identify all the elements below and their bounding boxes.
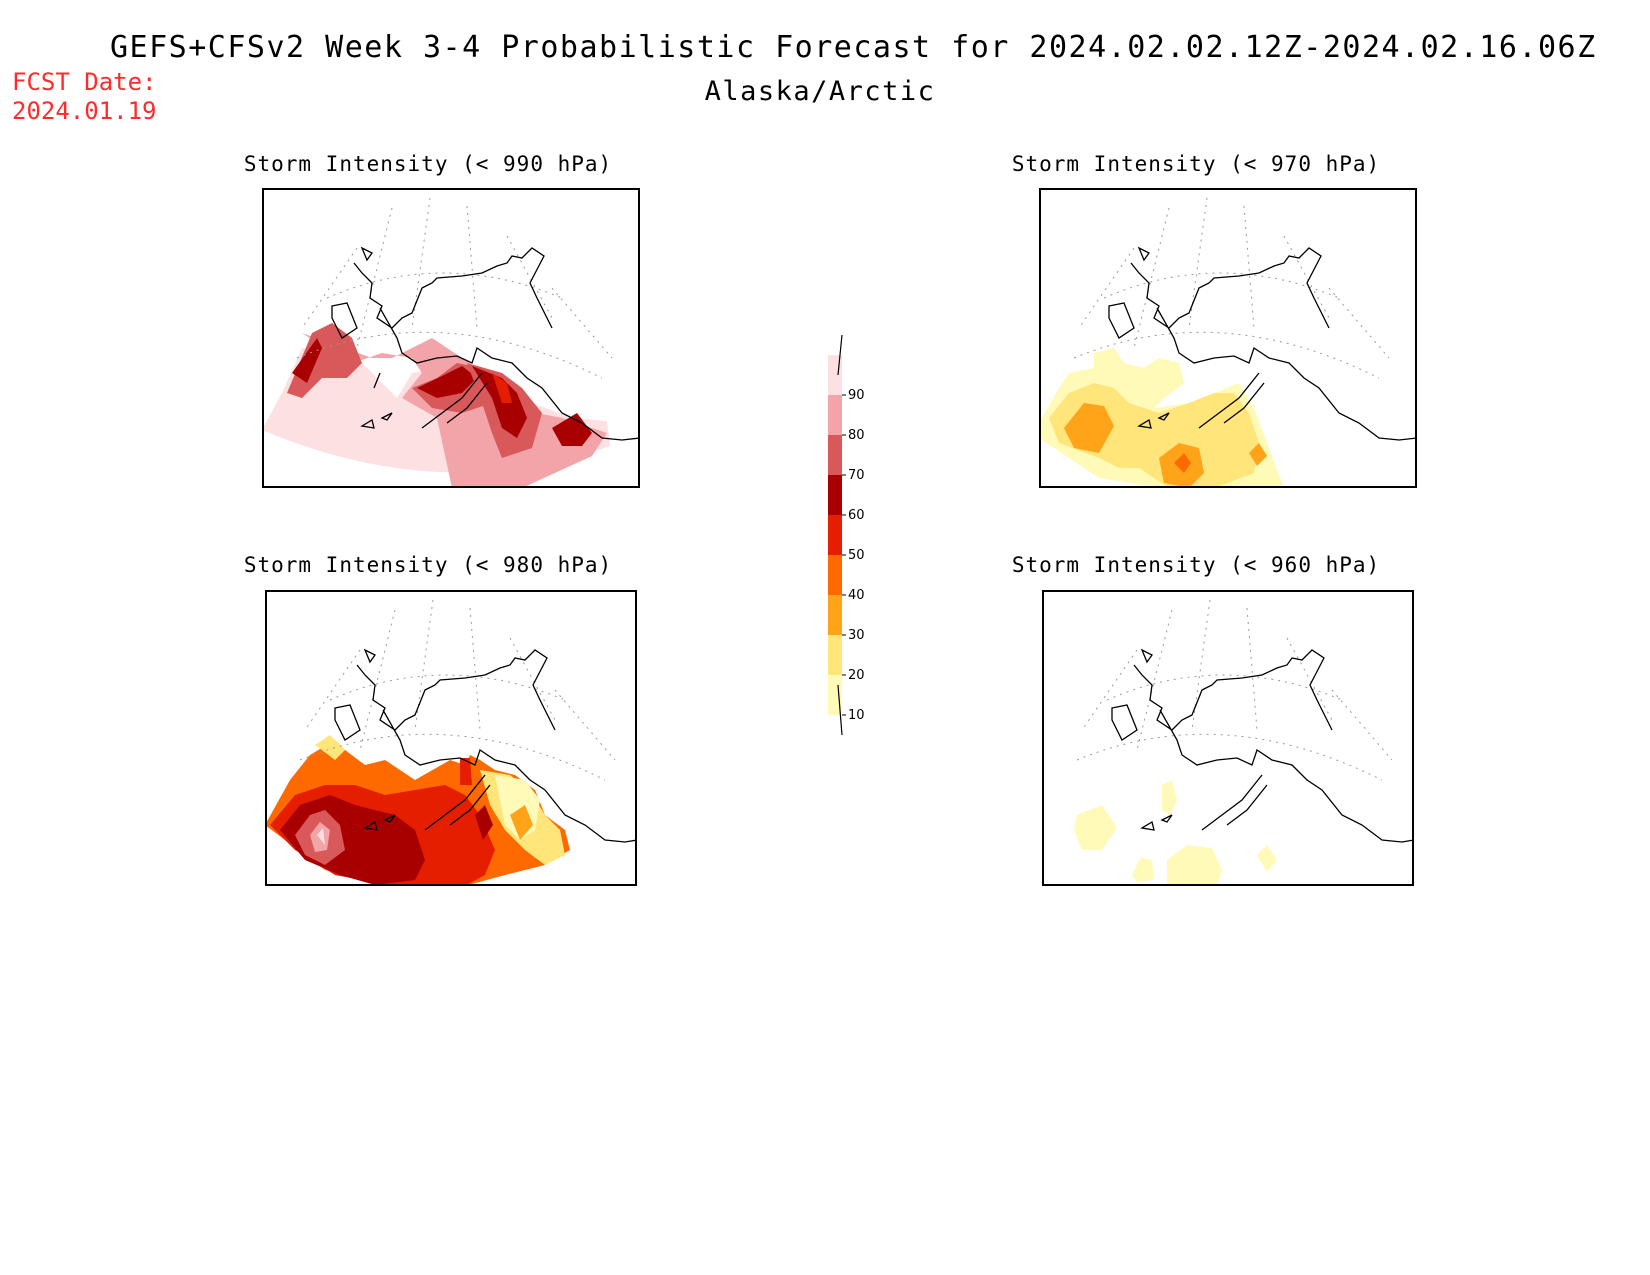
legend-label: 10 xyxy=(848,708,865,723)
legend-end-caps xyxy=(837,335,843,736)
legend-label: 70 xyxy=(848,468,865,483)
legend-label: 40 xyxy=(848,588,865,603)
legend-swatch xyxy=(828,635,842,675)
legend-label: 50 xyxy=(848,548,865,563)
legend-label: 60 xyxy=(848,508,865,523)
panel-title-960: Storm Intensity (< 960 hPa) xyxy=(1011,553,1381,577)
shading-980 xyxy=(265,735,570,886)
graticule-970 xyxy=(1073,197,1390,379)
coastline-980 xyxy=(334,648,637,843)
panel-frame-960 xyxy=(1042,590,1414,886)
coastline-990 xyxy=(331,246,640,441)
graticule-960 xyxy=(1076,599,1393,781)
panel-title-990: Storm Intensity (< 990 hPa) xyxy=(243,152,613,176)
legend-label: 30 xyxy=(848,628,865,643)
shading-970 xyxy=(1039,348,1284,488)
legend-label: 80 xyxy=(848,428,865,443)
legend-swatch xyxy=(828,595,842,635)
color-legend: 10 20 30 40 50 60 70 80 90 xyxy=(828,335,865,736)
legend-swatch xyxy=(828,555,842,595)
shading-960 xyxy=(1074,780,1277,886)
panel-frame-970 xyxy=(1039,188,1417,488)
shading-990 xyxy=(262,323,610,488)
legend-swatch xyxy=(828,475,842,515)
figure-subtitle: Alaska/Arctic xyxy=(704,76,936,107)
panel-frame-980 xyxy=(265,590,637,886)
legend-swatch xyxy=(828,435,842,475)
map-panel-970 xyxy=(1039,188,1417,488)
coastline-960 xyxy=(1111,648,1414,843)
map-panel-960 xyxy=(1042,590,1414,886)
forecast-date-block: FCST Date: 2024.01.19 xyxy=(12,68,157,126)
legend-label: 90 xyxy=(848,388,865,403)
legend-swatch xyxy=(828,395,842,435)
legend-swatch xyxy=(828,515,842,555)
graticule-980 xyxy=(299,599,616,781)
forecast-date-value: 2024.01.19 xyxy=(12,97,157,125)
panel-title-980: Storm Intensity (< 980 hPa) xyxy=(243,553,613,577)
map-panel-980 xyxy=(265,590,637,886)
legend-label: 20 xyxy=(848,668,865,683)
map-panel-990 xyxy=(262,188,640,488)
coastline-970 xyxy=(1108,246,1417,441)
figure-title: GEFS+CFSv2 Week 3-4 Probabilistic Foreca… xyxy=(110,30,1597,65)
graticule-990 xyxy=(296,197,613,379)
panel-title-970: Storm Intensity (< 970 hPa) xyxy=(1011,152,1381,176)
panel-frame-990 xyxy=(262,188,640,488)
forecast-date-label: FCST Date: xyxy=(12,68,157,96)
